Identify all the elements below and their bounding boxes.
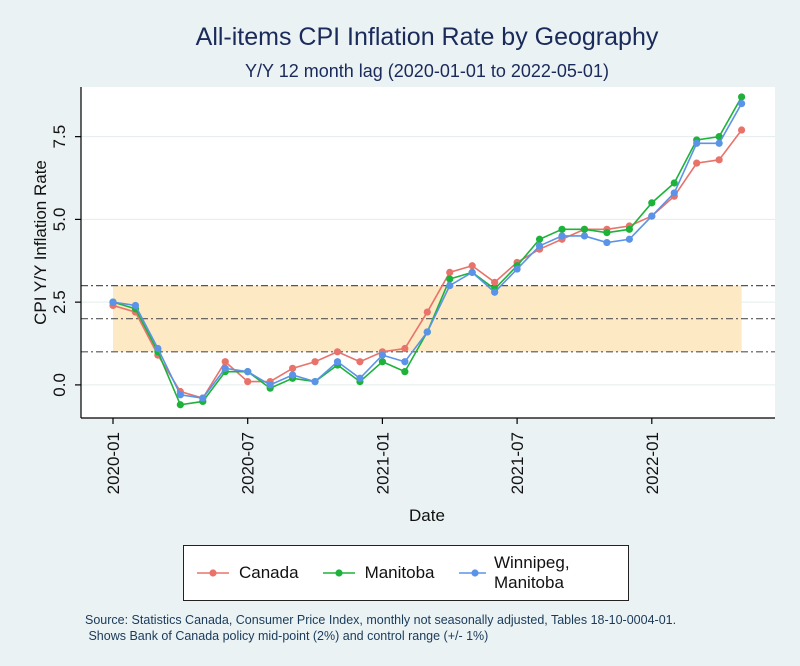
y-axis-label: CPI Y/Y Inflation Rate: [31, 160, 50, 325]
data-point-winnipeg-manitoba: [401, 358, 409, 366]
data-point-winnipeg-manitoba: [738, 99, 746, 108]
data-point-canada: [446, 268, 454, 276]
data-point-manitoba: [625, 225, 633, 233]
legend-item-manitoba: Manitoba: [321, 563, 435, 583]
source-note: Source: Statistics Canada, Consumer Pric…: [85, 612, 785, 644]
data-point-winnipeg-manitoba: [266, 381, 274, 389]
data-point-winnipeg-manitoba: [378, 351, 386, 359]
data-point-winnipeg-manitoba: [580, 232, 589, 240]
data-point-canada: [333, 348, 342, 356]
data-point-canada: [491, 278, 499, 286]
chart-svg: All-items CPI Inflation Rate by Geograph…: [31, 23, 775, 525]
x-axis-label: Date: [409, 506, 445, 525]
data-point-manitoba: [738, 93, 746, 101]
data-point-winnipeg-manitoba: [109, 298, 117, 306]
legend-item-winnipeg-manitoba: Winnipeg, Manitoba: [457, 553, 618, 593]
data-point-winnipeg-manitoba: [131, 301, 140, 310]
data-point-manitoba: [670, 179, 678, 187]
chart-subtitle: Y/Y 12 month lag (2020-01-01 to 2022-05-…: [245, 61, 609, 81]
data-point-canada: [289, 364, 297, 372]
data-point-winnipeg-manitoba: [513, 265, 521, 273]
legend-swatch-marker: [470, 569, 479, 577]
data-point-winnipeg-manitoba: [244, 368, 252, 376]
data-point-manitoba: [401, 368, 409, 376]
data-point-winnipeg-manitoba: [356, 374, 364, 382]
y-tick-label: 5.0: [50, 208, 69, 232]
data-point-winnipeg-manitoba: [670, 189, 678, 197]
data-point-winnipeg-manitoba: [289, 371, 297, 379]
chart-title: All-items CPI Inflation Rate by Geograph…: [196, 23, 659, 51]
data-point-canada: [715, 156, 723, 164]
legend-swatch: [197, 569, 229, 577]
data-point-winnipeg-manitoba: [423, 328, 431, 336]
legend-label: Winnipeg, Manitoba: [493, 553, 570, 592]
data-point-winnipeg-manitoba: [468, 268, 476, 276]
legend-item-canada: Canada: [195, 563, 299, 583]
x-tick-label: 2020-07: [239, 432, 258, 494]
data-point-winnipeg-manitoba: [333, 358, 342, 366]
data-point-winnipeg-manitoba: [311, 377, 319, 386]
data-point-winnipeg-manitoba: [535, 242, 544, 250]
data-point-winnipeg-manitoba: [715, 139, 723, 147]
data-point-winnipeg-manitoba: [693, 139, 701, 147]
source-note-line-2: Shows Bank of Canada policy mid-point (2…: [85, 629, 489, 643]
data-point-canada: [311, 358, 319, 366]
data-point-canada: [738, 126, 746, 134]
legend-label: Canada: [239, 563, 299, 582]
x-tick-label: 2021-07: [508, 432, 527, 494]
data-point-manitoba: [558, 225, 566, 233]
data-point-winnipeg-manitoba: [154, 344, 162, 353]
legend-swatch: [458, 569, 486, 577]
data-point-winnipeg-manitoba: [558, 232, 566, 240]
data-point-winnipeg-manitoba: [176, 391, 184, 399]
data-point-canada: [356, 358, 364, 366]
y-tick-label: 7.5: [50, 125, 69, 149]
source-note-line-1: Source: Statistics Canada, Consumer Pric…: [85, 613, 677, 627]
data-point-winnipeg-manitoba: [625, 235, 633, 243]
data-point-winnipeg-manitoba: [603, 238, 611, 247]
data-point-winnipeg-manitoba: [221, 364, 229, 372]
data-point-manitoba: [176, 401, 184, 409]
legend-label: Manitoba: [364, 563, 435, 582]
data-point-winnipeg-manitoba: [648, 212, 656, 220]
y-tick-label: 0.0: [50, 373, 69, 397]
x-tick-label: 2022-01: [643, 432, 662, 494]
data-point-canada: [468, 262, 476, 270]
data-point-canada: [244, 377, 252, 386]
data-point-manitoba: [378, 358, 386, 366]
data-point-manitoba: [603, 229, 611, 237]
legend-swatch: [322, 569, 355, 577]
data-point-manitoba: [580, 225, 589, 233]
data-point-manitoba: [648, 199, 656, 207]
y-tick-label: 2.5: [50, 290, 69, 314]
data-point-canada: [423, 308, 431, 316]
legend: Canada Manitoba Winnipeg, Manitoba: [183, 545, 629, 601]
plot-area: [81, 87, 775, 418]
data-point-canada: [401, 344, 409, 353]
data-point-manitoba: [446, 275, 454, 283]
data-point-manitoba: [715, 133, 723, 141]
legend-swatch-marker: [209, 569, 217, 577]
data-point-canada: [221, 358, 229, 366]
data-point-winnipeg-manitoba: [491, 288, 499, 296]
legend-swatch-marker: [334, 569, 343, 577]
x-tick-label: 2020-01: [104, 432, 123, 494]
data-point-canada: [693, 159, 701, 167]
x-tick-label: 2021-01: [373, 432, 392, 494]
data-point-winnipeg-manitoba: [199, 394, 207, 402]
data-point-winnipeg-manitoba: [446, 282, 454, 290]
data-point-manitoba: [535, 235, 544, 243]
